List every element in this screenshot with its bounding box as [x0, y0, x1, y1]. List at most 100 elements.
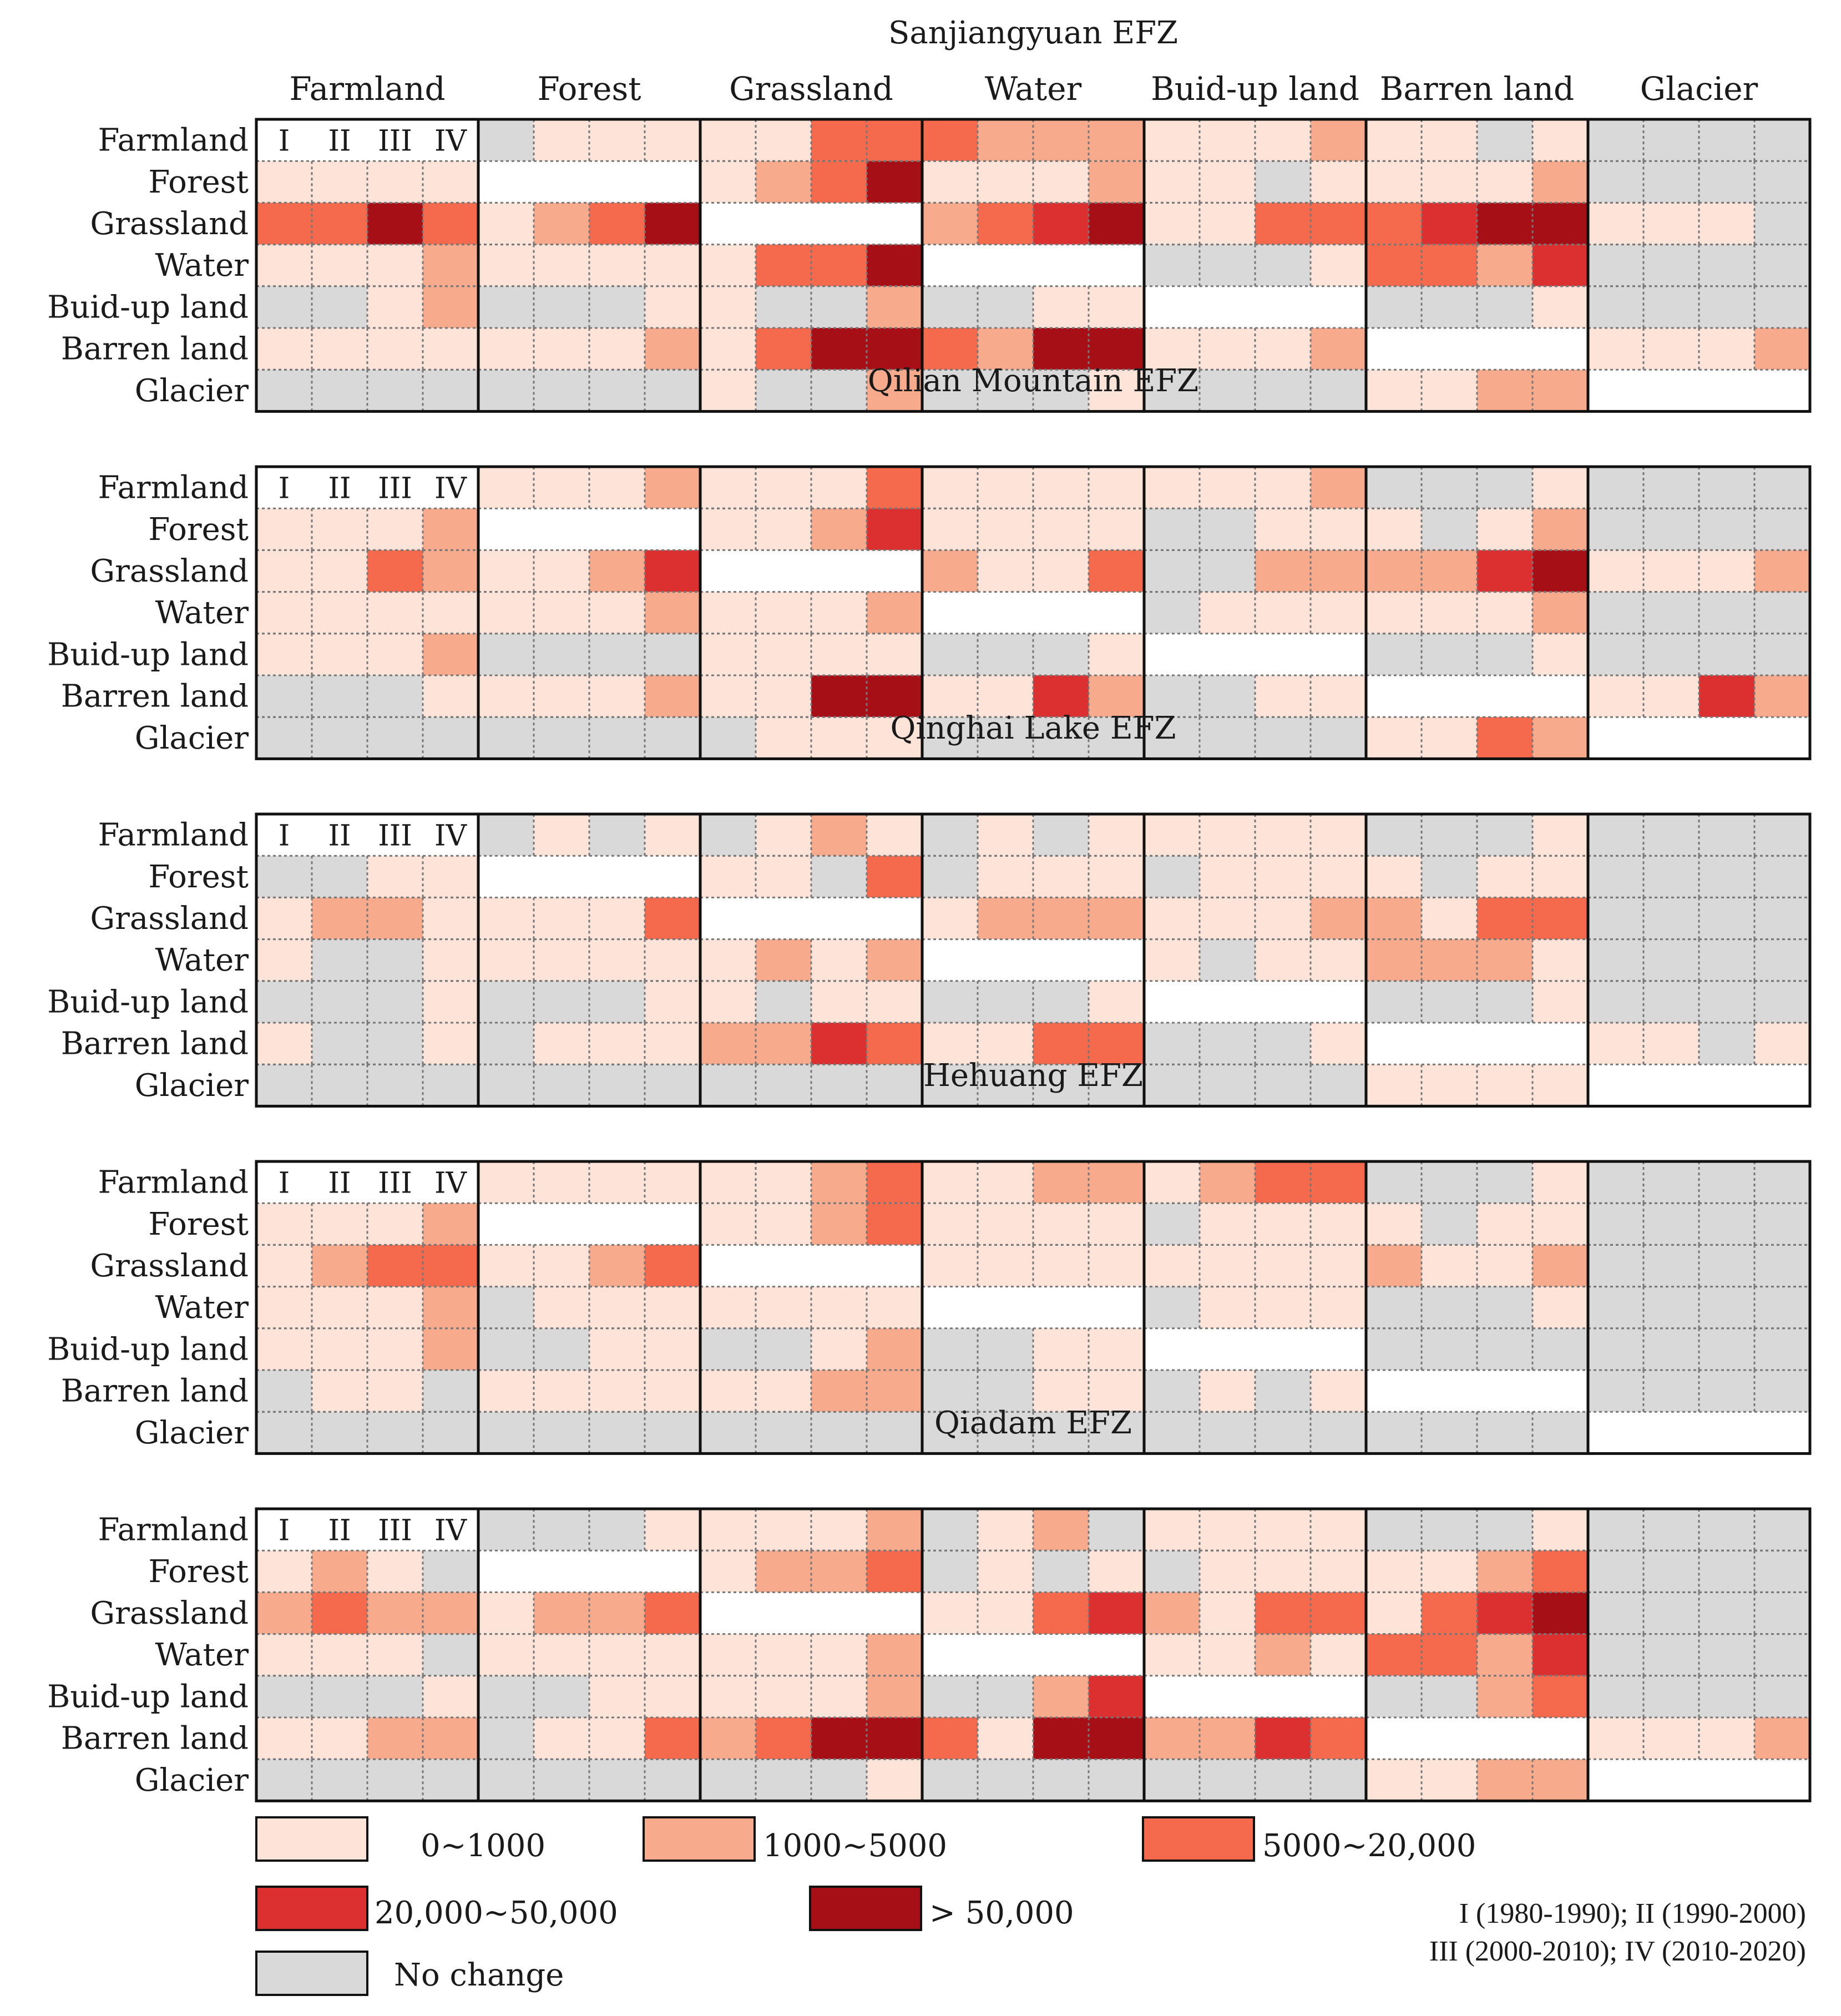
- cell-hehuang-efz-water-to-farmland-3: [367, 1286, 423, 1328]
- cell-sanjiangyuan-efz-farmland-to-barren-land-3: [1477, 119, 1533, 161]
- cell-qiadam-efz-buid-up-land-to-glacier-2: [1643, 1675, 1699, 1717]
- cell-hehuang-efz-grassland-to-water-3: [1033, 1245, 1089, 1287]
- cell-hehuang-efz-farmland-to-farmland-2: [312, 1161, 367, 1204]
- cell-sanjiangyuan-efz-grassland-to-grassland-3: [811, 203, 867, 245]
- cell-qilian-mountain-efz-grassland-to-farmland-3: [367, 550, 423, 592]
- cell-qilian-mountain-efz-farmland-to-farmland-2: [312, 467, 367, 509]
- cell-qiadam-efz-glacier-to-barren-land-2: [1422, 1759, 1477, 1801]
- cell-sanjiangyuan-efz-water-to-forest-1: [478, 244, 534, 286]
- cell-hehuang-efz-water-to-buid-up-land-4: [1311, 1286, 1366, 1328]
- cell-qiadam-efz-forest-to-water-4: [1089, 1550, 1144, 1593]
- cell-qinghai-lake-efz-glacier-to-water-1: [922, 1064, 978, 1106]
- cell-sanjiangyuan-efz-barren-land-to-buid-up-land-1: [1144, 328, 1200, 370]
- cell-sanjiangyuan-efz-water-to-buid-up-land-1: [1144, 244, 1200, 286]
- cell-sanjiangyuan-efz-forest-to-barren-land-4: [1533, 161, 1588, 203]
- cell-sanjiangyuan-efz-glacier-to-forest-2: [534, 370, 589, 412]
- cell-sanjiangyuan-efz-farmland-to-grassland-1: [700, 119, 756, 161]
- cell-sanjiangyuan-efz-barren-land-to-farmland-4: [423, 328, 478, 370]
- cell-qiadam-efz-water-to-buid-up-land-3: [1255, 1634, 1311, 1676]
- cell-qiadam-efz-farmland-to-grassland-3: [811, 1509, 867, 1551]
- cell-qinghai-lake-efz-buid-up-land-to-farmland-2: [312, 981, 367, 1023]
- cell-qiadam-efz-water-to-water-3: [1033, 1634, 1089, 1676]
- cell-qilian-mountain-efz-water-to-glacier-1: [1588, 592, 1643, 634]
- period-label-iii-qilian-mountain-efz: III: [378, 472, 412, 506]
- cell-sanjiangyuan-efz-water-to-barren-land-2: [1422, 244, 1477, 286]
- cell-hehuang-efz-farmland-to-glacier-2: [1643, 1161, 1699, 1204]
- cell-qilian-mountain-efz-barren-land-to-forest-3: [589, 675, 645, 718]
- cell-qiadam-efz-barren-land-to-water-3: [1033, 1717, 1089, 1760]
- cell-sanjiangyuan-efz-buid-up-land-to-water-2: [978, 286, 1033, 328]
- cell-qilian-mountain-efz-barren-land-to-barren-land-3: [1477, 675, 1533, 718]
- cell-hehuang-efz-barren-land-to-forest-2: [534, 1370, 589, 1412]
- cell-hehuang-efz-water-to-buid-up-land-1: [1144, 1286, 1200, 1328]
- legend-swatch-no-change: [255, 1951, 368, 1996]
- cell-qinghai-lake-efz-buid-up-land-to-farmland-4: [423, 981, 478, 1023]
- cell-qilian-mountain-efz-buid-up-land-to-grassland-2: [756, 633, 811, 675]
- cell-qilian-mountain-efz-barren-land-to-water-1: [922, 675, 978, 718]
- cell-sanjiangyuan-efz-farmland-to-buid-up-land-1: [1144, 119, 1200, 161]
- cell-qiadam-efz-barren-land-to-buid-up-land-3: [1255, 1717, 1311, 1760]
- cell-qilian-mountain-efz-grassland-to-farmland-4: [423, 550, 478, 592]
- cell-sanjiangyuan-efz-farmland-to-buid-up-land-2: [1200, 119, 1255, 161]
- cell-sanjiangyuan-efz-glacier-to-barren-land-1: [1366, 370, 1422, 412]
- cell-hehuang-efz-barren-land-to-glacier-3: [1699, 1370, 1754, 1412]
- cell-qiadam-efz-forest-to-buid-up-land-1: [1144, 1550, 1200, 1593]
- cell-qinghai-lake-efz-grassland-to-water-1: [922, 897, 978, 939]
- cell-hehuang-efz-water-to-glacier-4: [1754, 1286, 1810, 1328]
- cell-hehuang-efz-buid-up-land-to-buid-up-land-4: [1311, 1328, 1366, 1370]
- cell-hehuang-efz-barren-land-to-farmland-1: [256, 1370, 312, 1412]
- cell-sanjiangyuan-efz-grassland-to-forest-4: [645, 203, 700, 245]
- cell-qinghai-lake-efz-water-to-farmland-2: [312, 939, 367, 981]
- cell-qinghai-lake-efz-farmland-to-glacier-1: [1588, 814, 1643, 856]
- cell-hehuang-efz-buid-up-land-to-barren-land-1: [1366, 1328, 1422, 1370]
- cell-hehuang-efz-buid-up-land-to-forest-2: [534, 1328, 589, 1370]
- legend-label-5000-20-000: 5000~20,000: [1262, 1828, 1476, 1864]
- cell-sanjiangyuan-efz-farmland-to-forest-3: [589, 119, 645, 161]
- cell-hehuang-efz-farmland-to-glacier-4: [1754, 1161, 1810, 1204]
- cell-sanjiangyuan-efz-buid-up-land-to-buid-up-land-3: [1255, 286, 1311, 328]
- panel-frame-sanjiangyuan-efz: [255, 118, 1812, 413]
- cell-qilian-mountain-efz-buid-up-land-to-forest-3: [589, 633, 645, 675]
- cell-qinghai-lake-efz-water-to-water-3: [1033, 939, 1089, 981]
- cell-qinghai-lake-efz-farmland-to-buid-up-land-2: [1200, 814, 1255, 856]
- cell-hehuang-efz-grassland-to-forest-3: [589, 1245, 645, 1287]
- cell-qinghai-lake-efz-buid-up-land-to-water-2: [978, 981, 1033, 1023]
- cell-qiadam-efz-forest-to-forest-4: [645, 1550, 700, 1593]
- cell-qiadam-efz-grassland-to-barren-land-1: [1366, 1592, 1422, 1634]
- cell-qinghai-lake-efz-forest-to-farmland-4: [423, 856, 478, 898]
- cell-qilian-mountain-efz-buid-up-land-to-water-2: [978, 633, 1033, 675]
- cell-qinghai-lake-efz-buid-up-land-to-forest-3: [589, 981, 645, 1023]
- cell-sanjiangyuan-efz-forest-to-water-4: [1089, 161, 1144, 203]
- cell-qilian-mountain-efz-grassland-to-grassland-3: [811, 550, 867, 592]
- cell-qiadam-efz-forest-to-barren-land-1: [1366, 1550, 1422, 1593]
- cell-hehuang-efz-glacier-to-glacier-2: [1643, 1412, 1699, 1454]
- cell-hehuang-efz-grassland-to-buid-up-land-1: [1144, 1245, 1200, 1287]
- cell-hehuang-efz-barren-land-to-buid-up-land-1: [1144, 1370, 1200, 1412]
- cell-sanjiangyuan-efz-forest-to-forest-3: [589, 161, 645, 203]
- cell-qiadam-efz-water-to-water-1: [922, 1634, 978, 1676]
- cell-sanjiangyuan-efz-water-to-water-2: [978, 244, 1033, 286]
- cell-qiadam-efz-grassland-to-buid-up-land-3: [1255, 1592, 1311, 1634]
- cell-qilian-mountain-efz-water-to-buid-up-land-4: [1311, 592, 1366, 634]
- cell-qiadam-efz-glacier-to-forest-4: [645, 1759, 700, 1801]
- cell-hehuang-efz-grassland-to-buid-up-land-2: [1200, 1245, 1255, 1287]
- cell-qilian-mountain-efz-barren-land-to-glacier-2: [1643, 675, 1699, 718]
- cell-hehuang-efz-grassland-to-forest-4: [645, 1245, 700, 1287]
- cell-qinghai-lake-efz-water-to-buid-up-land-1: [1144, 939, 1200, 981]
- cell-hehuang-efz-glacier-to-water-2: [978, 1412, 1033, 1454]
- cell-hehuang-efz-forest-to-glacier-4: [1754, 1203, 1810, 1245]
- cell-sanjiangyuan-efz-grassland-to-glacier-2: [1643, 203, 1699, 245]
- cell-hehuang-efz-barren-land-to-barren-land-2: [1422, 1370, 1477, 1412]
- cell-qilian-mountain-efz-forest-to-farmland-2: [312, 508, 367, 550]
- cell-hehuang-efz-barren-land-to-grassland-3: [811, 1370, 867, 1412]
- legend-label-0-1000: 0~1000: [421, 1828, 545, 1864]
- cell-qiadam-efz-water-to-forest-3: [589, 1634, 645, 1676]
- cell-qinghai-lake-efz-farmland-to-water-3: [1033, 814, 1089, 856]
- cell-sanjiangyuan-efz-glacier-to-buid-up-land-2: [1200, 370, 1255, 412]
- cell-qinghai-lake-efz-glacier-to-glacier-3: [1699, 1064, 1754, 1106]
- cell-hehuang-efz-buid-up-land-to-water-2: [978, 1328, 1033, 1370]
- cell-sanjiangyuan-efz-buid-up-land-to-barren-land-2: [1422, 286, 1477, 328]
- cell-hehuang-efz-grassland-to-glacier-2: [1643, 1245, 1699, 1287]
- cell-qilian-mountain-efz-barren-land-to-grassland-4: [867, 675, 922, 718]
- cell-qilian-mountain-efz-grassland-to-glacier-3: [1699, 550, 1754, 592]
